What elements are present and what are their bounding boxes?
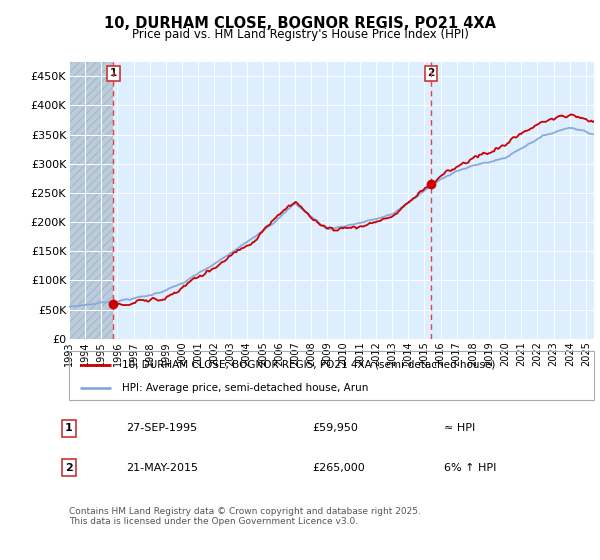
Text: 27-SEP-1995: 27-SEP-1995 [126,423,197,433]
Text: 1: 1 [65,423,73,433]
Text: 2: 2 [65,463,73,473]
Text: 1: 1 [110,68,117,78]
Text: Price paid vs. HM Land Registry's House Price Index (HPI): Price paid vs. HM Land Registry's House … [131,28,469,41]
Text: 10, DURHAM CLOSE, BOGNOR REGIS, PO21 4XA: 10, DURHAM CLOSE, BOGNOR REGIS, PO21 4XA [104,16,496,31]
Text: HPI: Average price, semi-detached house, Arun: HPI: Average price, semi-detached house,… [121,383,368,393]
Text: 6% ↑ HPI: 6% ↑ HPI [444,463,496,473]
Text: 10, DURHAM CLOSE, BOGNOR REGIS, PO21 4XA (semi-detached house): 10, DURHAM CLOSE, BOGNOR REGIS, PO21 4XA… [121,360,495,370]
Text: Contains HM Land Registry data © Crown copyright and database right 2025.
This d: Contains HM Land Registry data © Crown c… [69,507,421,526]
Text: £265,000: £265,000 [312,463,365,473]
Text: ≈ HPI: ≈ HPI [444,423,475,433]
Text: £59,950: £59,950 [312,423,358,433]
Text: 2: 2 [427,68,435,78]
Text: 21-MAY-2015: 21-MAY-2015 [126,463,198,473]
